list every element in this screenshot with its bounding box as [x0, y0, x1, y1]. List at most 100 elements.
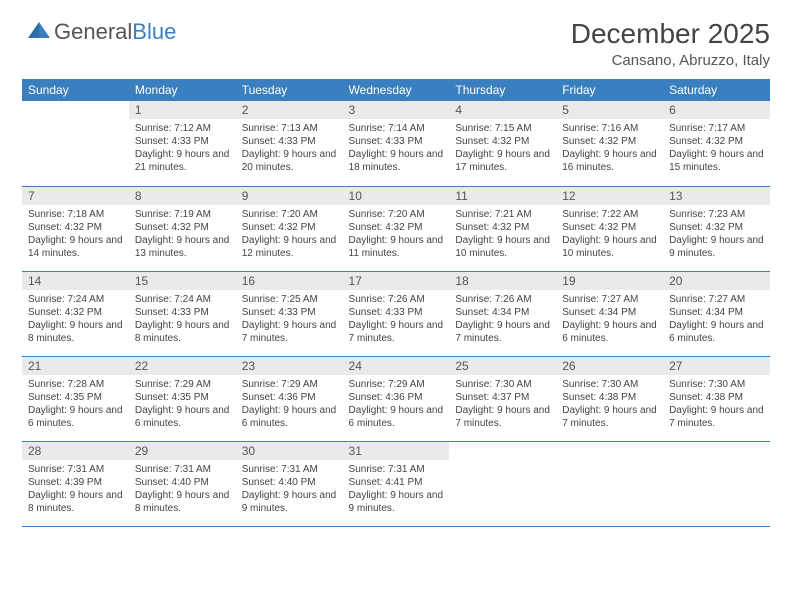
daylight-text: Daylight: 9 hours and 13 minutes.: [135, 234, 230, 260]
header-row: GeneralBlue December 2025 Cansano, Abruz…: [22, 18, 770, 69]
sunset-text: Sunset: 4:40 PM: [135, 476, 230, 489]
sunrise-text: Sunrise: 7:31 AM: [242, 463, 337, 476]
day-number: 19: [556, 272, 663, 290]
day-body: Sunrise: 7:22 AMSunset: 4:32 PMDaylight:…: [556, 205, 663, 264]
sunset-text: Sunset: 4:36 PM: [349, 391, 444, 404]
calendar-cell: 26Sunrise: 7:30 AMSunset: 4:38 PMDayligh…: [556, 356, 663, 441]
calendar-cell: 29Sunrise: 7:31 AMSunset: 4:40 PMDayligh…: [129, 441, 236, 526]
daylight-text: Daylight: 9 hours and 10 minutes.: [562, 234, 657, 260]
logo-part2: Blue: [132, 19, 176, 44]
calendar-cell: 30Sunrise: 7:31 AMSunset: 4:40 PMDayligh…: [236, 441, 343, 526]
daylight-text: Daylight: 9 hours and 8 minutes.: [28, 319, 123, 345]
day-number: 22: [129, 357, 236, 375]
day-body: Sunrise: 7:21 AMSunset: 4:32 PMDaylight:…: [449, 205, 556, 264]
day-body: Sunrise: 7:19 AMSunset: 4:32 PMDaylight:…: [129, 205, 236, 264]
calendar-cell: 28Sunrise: 7:31 AMSunset: 4:39 PMDayligh…: [22, 441, 129, 526]
calendar-cell: 4Sunrise: 7:15 AMSunset: 4:32 PMDaylight…: [449, 101, 556, 186]
day-number: 28: [22, 442, 129, 460]
day-number: 14: [22, 272, 129, 290]
daylight-text: Daylight: 9 hours and 6 minutes.: [562, 319, 657, 345]
day-number: 11: [449, 187, 556, 205]
calendar-row: 14Sunrise: 7:24 AMSunset: 4:32 PMDayligh…: [22, 271, 770, 356]
day-number: 15: [129, 272, 236, 290]
day-number: 12: [556, 187, 663, 205]
calendar-cell: 12Sunrise: 7:22 AMSunset: 4:32 PMDayligh…: [556, 186, 663, 271]
calendar-cell: 9Sunrise: 7:20 AMSunset: 4:32 PMDaylight…: [236, 186, 343, 271]
calendar-cell: 22Sunrise: 7:29 AMSunset: 4:35 PMDayligh…: [129, 356, 236, 441]
sunrise-text: Sunrise: 7:24 AM: [28, 293, 123, 306]
page-location: Cansano, Abruzzo, Italy: [571, 52, 770, 69]
calendar-row: 7Sunrise: 7:18 AMSunset: 4:32 PMDaylight…: [22, 186, 770, 271]
daylight-text: Daylight: 9 hours and 20 minutes.: [242, 148, 337, 174]
calendar-cell-blank: [663, 441, 770, 526]
calendar-cell: 1Sunrise: 7:12 AMSunset: 4:33 PMDaylight…: [129, 101, 236, 186]
daylight-text: Daylight: 9 hours and 9 minutes.: [242, 489, 337, 515]
sunset-text: Sunset: 4:32 PM: [669, 135, 764, 148]
day-body: Sunrise: 7:27 AMSunset: 4:34 PMDaylight:…: [556, 290, 663, 349]
daylight-text: Daylight: 9 hours and 9 minutes.: [349, 489, 444, 515]
daylight-text: Daylight: 9 hours and 17 minutes.: [455, 148, 550, 174]
day-body: Sunrise: 7:29 AMSunset: 4:36 PMDaylight:…: [236, 375, 343, 434]
calendar-cell: 11Sunrise: 7:21 AMSunset: 4:32 PMDayligh…: [449, 186, 556, 271]
calendar-cell: 20Sunrise: 7:27 AMSunset: 4:34 PMDayligh…: [663, 271, 770, 356]
day-number: 1: [129, 101, 236, 119]
sunrise-text: Sunrise: 7:18 AM: [28, 208, 123, 221]
day-body: Sunrise: 7:24 AMSunset: 4:32 PMDaylight:…: [22, 290, 129, 349]
calendar-cell: 17Sunrise: 7:26 AMSunset: 4:33 PMDayligh…: [343, 271, 450, 356]
daylight-text: Daylight: 9 hours and 7 minutes.: [455, 404, 550, 430]
sunrise-text: Sunrise: 7:14 AM: [349, 122, 444, 135]
day-number: 30: [236, 442, 343, 460]
sunrise-text: Sunrise: 7:31 AM: [349, 463, 444, 476]
day-number: 25: [449, 357, 556, 375]
sunset-text: Sunset: 4:32 PM: [562, 135, 657, 148]
logo-text: GeneralBlue: [54, 19, 176, 45]
sunset-text: Sunset: 4:38 PM: [562, 391, 657, 404]
calendar-table: SundayMondayTuesdayWednesdayThursdayFrid…: [22, 79, 770, 527]
day-body: Sunrise: 7:31 AMSunset: 4:40 PMDaylight:…: [129, 460, 236, 519]
calendar-cell: 5Sunrise: 7:16 AMSunset: 4:32 PMDaylight…: [556, 101, 663, 186]
sunset-text: Sunset: 4:33 PM: [349, 306, 444, 319]
daylight-text: Daylight: 9 hours and 6 minutes.: [669, 319, 764, 345]
daylight-text: Daylight: 9 hours and 7 minutes.: [242, 319, 337, 345]
day-number: 9: [236, 187, 343, 205]
day-body: Sunrise: 7:27 AMSunset: 4:34 PMDaylight:…: [663, 290, 770, 349]
calendar-head: SundayMondayTuesdayWednesdayThursdayFrid…: [22, 79, 770, 101]
calendar-cell: 19Sunrise: 7:27 AMSunset: 4:34 PMDayligh…: [556, 271, 663, 356]
sunset-text: Sunset: 4:38 PM: [669, 391, 764, 404]
sunset-text: Sunset: 4:34 PM: [455, 306, 550, 319]
calendar-cell: 8Sunrise: 7:19 AMSunset: 4:32 PMDaylight…: [129, 186, 236, 271]
weekday-header: Tuesday: [236, 79, 343, 101]
day-body: Sunrise: 7:15 AMSunset: 4:32 PMDaylight:…: [449, 119, 556, 178]
day-body: Sunrise: 7:18 AMSunset: 4:32 PMDaylight:…: [22, 205, 129, 264]
logo-icon: [26, 18, 52, 45]
sunrise-text: Sunrise: 7:30 AM: [669, 378, 764, 391]
sunset-text: Sunset: 4:39 PM: [28, 476, 123, 489]
sunset-text: Sunset: 4:33 PM: [242, 306, 337, 319]
title-block: December 2025 Cansano, Abruzzo, Italy: [571, 18, 770, 69]
day-body: Sunrise: 7:30 AMSunset: 4:37 PMDaylight:…: [449, 375, 556, 434]
sunset-text: Sunset: 4:34 PM: [669, 306, 764, 319]
calendar-cell: 7Sunrise: 7:18 AMSunset: 4:32 PMDaylight…: [22, 186, 129, 271]
day-body: Sunrise: 7:30 AMSunset: 4:38 PMDaylight:…: [556, 375, 663, 434]
day-body: Sunrise: 7:17 AMSunset: 4:32 PMDaylight:…: [663, 119, 770, 178]
sunrise-text: Sunrise: 7:29 AM: [242, 378, 337, 391]
day-body: Sunrise: 7:16 AMSunset: 4:32 PMDaylight:…: [556, 119, 663, 178]
daylight-text: Daylight: 9 hours and 6 minutes.: [28, 404, 123, 430]
sunrise-text: Sunrise: 7:29 AM: [135, 378, 230, 391]
daylight-text: Daylight: 9 hours and 14 minutes.: [28, 234, 123, 260]
day-number: 2: [236, 101, 343, 119]
day-number: 17: [343, 272, 450, 290]
sunset-text: Sunset: 4:33 PM: [135, 135, 230, 148]
day-body: Sunrise: 7:26 AMSunset: 4:34 PMDaylight:…: [449, 290, 556, 349]
sunset-text: Sunset: 4:35 PM: [135, 391, 230, 404]
calendar-cell: 14Sunrise: 7:24 AMSunset: 4:32 PMDayligh…: [22, 271, 129, 356]
day-number: 10: [343, 187, 450, 205]
day-number: 20: [663, 272, 770, 290]
weekday-header: Thursday: [449, 79, 556, 101]
day-body: Sunrise: 7:25 AMSunset: 4:33 PMDaylight:…: [236, 290, 343, 349]
weekday-header: Friday: [556, 79, 663, 101]
sunrise-text: Sunrise: 7:30 AM: [562, 378, 657, 391]
sunrise-text: Sunrise: 7:30 AM: [455, 378, 550, 391]
day-number: 7: [22, 187, 129, 205]
calendar-cell: 31Sunrise: 7:31 AMSunset: 4:41 PMDayligh…: [343, 441, 450, 526]
